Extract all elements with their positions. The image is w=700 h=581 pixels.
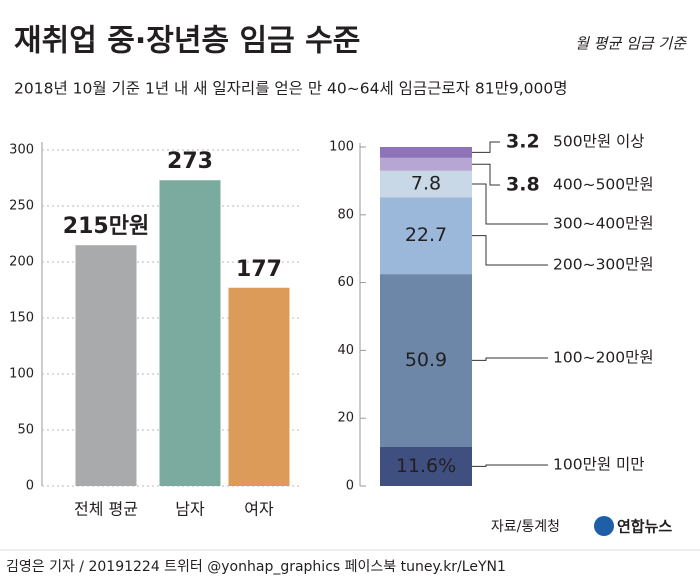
x-tick-label: 여자 — [244, 500, 274, 519]
stack-segment — [380, 197, 472, 275]
value-label: 3.8 — [506, 174, 540, 196]
footer: 김영은 기자 / 20191224 트위터 @yonhap_graphics 페… — [6, 559, 506, 575]
y-tick-label: 250 — [9, 199, 34, 214]
logo: 연합뉴스 — [617, 518, 672, 536]
value-label: 7.8 — [411, 172, 441, 194]
y-tick-label: 150 — [9, 311, 34, 326]
y-tick-label: 80 — [337, 207, 354, 222]
legend-label: 200~300만원 — [553, 256, 654, 274]
leader-line — [472, 464, 548, 467]
leader-line — [472, 235, 548, 266]
y-tick-label: 100 — [329, 140, 354, 155]
y-tick-label: 0 — [346, 479, 354, 494]
note: 월 평균 임금 기준 — [575, 35, 687, 53]
source: 자료/통계청 — [491, 519, 560, 535]
stack-segment — [380, 170, 472, 198]
value-label: 11.6% — [396, 455, 456, 477]
value-label: 3.2 — [506, 131, 540, 153]
y-tick-label: 100 — [9, 367, 34, 382]
subtitle: 2018년 10월 기준 1년 내 새 일자리를 얻은 만 40~64세 임금근… — [14, 80, 567, 98]
value-label: 273 — [167, 149, 213, 174]
y-tick-label: 40 — [337, 343, 354, 358]
value-label: 22.7 — [405, 224, 447, 246]
x-tick-label: 남자 — [175, 500, 205, 519]
stack-segment — [380, 157, 472, 171]
bar — [159, 180, 221, 487]
legend-label: 100~200만원 — [553, 349, 654, 367]
x-tick-label: 전체 평균 — [74, 500, 138, 519]
y-tick-label: 20 — [337, 411, 354, 426]
y-tick-label: 300 — [9, 143, 34, 158]
bar — [228, 287, 290, 486]
leader-line — [472, 163, 500, 186]
y-tick-label: 200 — [9, 255, 34, 270]
stack-segment — [380, 147, 472, 158]
leader-line — [472, 141, 500, 153]
stack-segment — [380, 274, 472, 447]
legend-label: 300~400만원 — [553, 215, 654, 233]
legend-label: 100만원 미만 — [553, 456, 645, 474]
leader-line — [472, 183, 548, 225]
value-label: 50.9 — [405, 349, 447, 371]
title: 재취업 중·장년층 임금 수준 — [14, 24, 360, 59]
logo-icon — [594, 516, 614, 536]
value-label: 177 — [236, 257, 282, 282]
y-tick-label: 0 — [26, 479, 34, 494]
y-tick-label: 60 — [337, 275, 354, 290]
leader-line — [472, 357, 548, 361]
stack-segment — [380, 446, 472, 486]
bar — [75, 245, 137, 486]
y-tick-label: 50 — [17, 423, 34, 438]
value-label: 215만원 — [63, 214, 149, 239]
legend-label: 400~500만원 — [553, 176, 654, 194]
legend-label: 500만원 이상 — [553, 133, 645, 151]
